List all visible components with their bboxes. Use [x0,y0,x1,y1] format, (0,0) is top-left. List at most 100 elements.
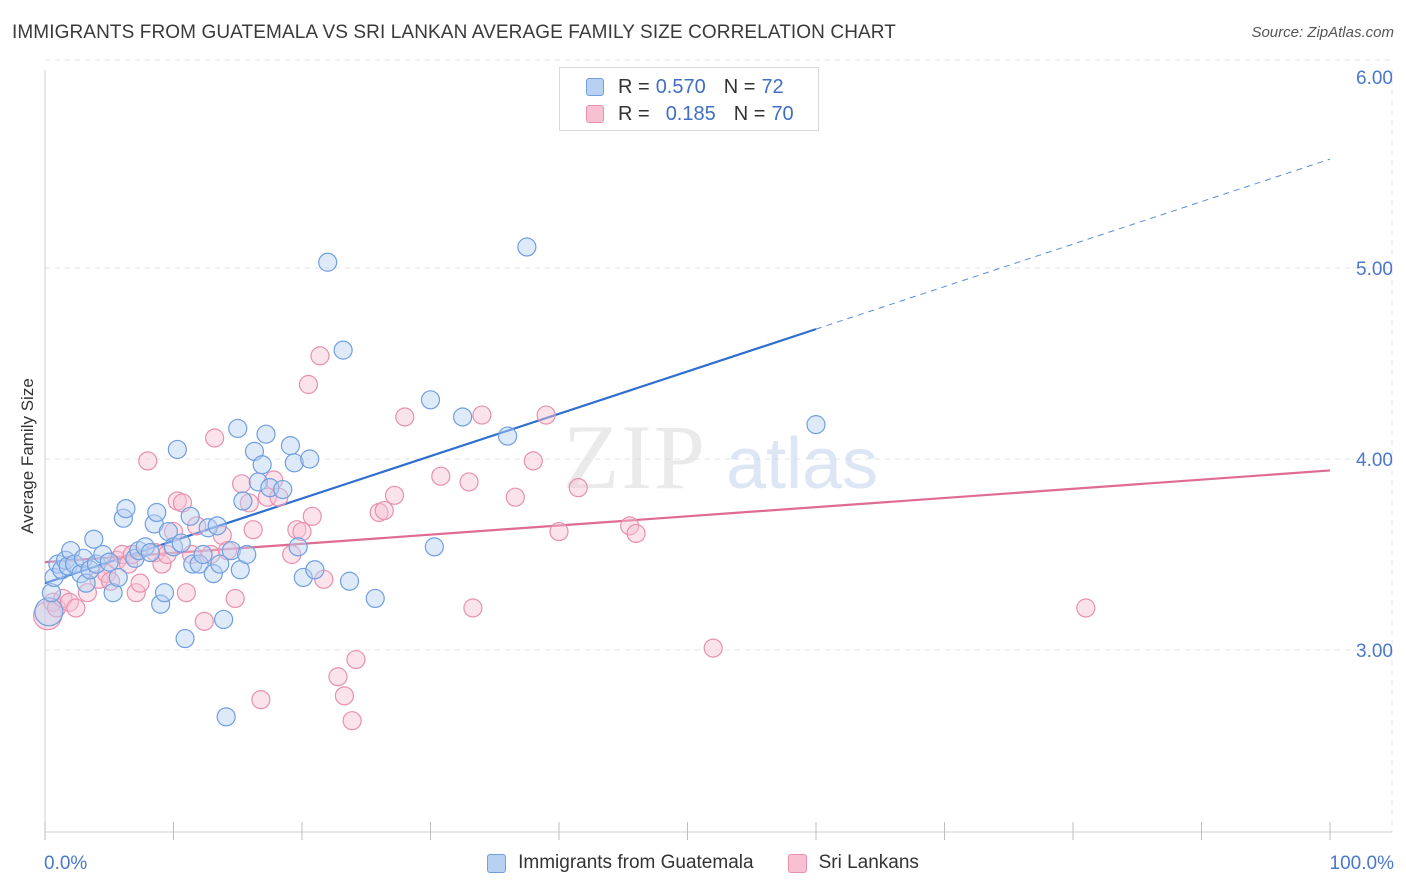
data-point-sri-lankans [620,516,640,536]
data-point-sri-lankans [463,598,483,618]
data-point-sri-lankans [194,611,214,631]
data-point-sri-lankans [431,466,451,486]
data-point-guatemala [318,252,338,272]
legend-n-value: 72 [761,75,784,98]
data-point-guatemala [300,449,320,469]
data-point-sri-lankans [163,521,184,542]
data-point-sri-lankans [523,451,543,471]
data-point-guatemala [284,453,304,473]
points-guatemala [34,237,826,727]
data-point-guatemala [175,628,195,649]
chart-title: IMMIGRANTS FROM GUATEMALA VS SRI LANKAN … [12,22,896,43]
y-tick-labels: 3.00 4.00 5.00 6.00 [1356,68,1393,662]
data-point-guatemala [203,563,223,584]
x-tick-label: 0.0% [44,853,87,874]
data-point-guatemala [180,506,200,526]
data-point-guatemala [151,594,171,614]
legend-item-sri-lankans: Sri Lankans [787,852,919,874]
data-point-guatemala [154,583,175,603]
trendline-guatemala [44,158,1331,585]
legend-label-guatemala: Immigrants from Guatemala [518,852,754,873]
data-point-sri-lankans [626,523,646,544]
legend-label-sri-lankans: Sri Lankans [818,852,919,873]
data-point-guatemala [216,707,236,727]
data-point-sri-lankans [472,405,492,425]
data-point-guatemala [221,541,241,561]
legend-item-guatemala: Immigrants from Guatemala [487,852,754,874]
data-point-sri-lankans [77,583,98,603]
data-point-sri-lankans [536,405,556,425]
data-point-guatemala [108,567,128,588]
data-point-guatemala [333,340,353,360]
legend-swatch-blue [487,853,507,873]
data-point-sri-lankans [243,520,263,540]
data-point-sri-lankans [130,573,150,593]
legend-r-value: 0.570 [655,75,706,98]
data-point-guatemala [183,554,203,574]
data-point-sri-lankans [328,667,348,687]
data-point-sri-lankans [302,506,322,526]
data-point-guatemala [158,521,178,542]
legend-swatch-pink [787,853,807,873]
data-point-guatemala [305,560,325,580]
data-point-sri-lankans [703,638,723,658]
y-tick-label: 3.00 [1356,641,1393,662]
data-point-guatemala [116,499,136,519]
data-point-guatemala [252,455,272,475]
data-point-guatemala [365,588,385,609]
legend-swatch-pink [586,105,604,123]
series-legend: Immigrants from Guatemala Sri Lankans [0,852,1406,874]
data-point-guatemala [135,537,155,557]
data-point-guatemala [103,583,123,603]
source-label: Source: ZipAtlas.com [1251,24,1394,41]
legend-row-sri-lankans: R = 0.185 N = 70 [586,101,794,127]
data-point-guatemala [167,439,187,460]
data-point-guatemala [280,436,301,456]
data-point-guatemala [193,544,213,565]
y-tick-label: 6.00 [1356,68,1393,89]
stats-legend: R = 0.570 N = 72 R = 0.185 N = 70 [559,67,819,131]
data-point-guatemala [189,554,209,574]
y-axis-label: Average Family Size [18,378,37,534]
data-point-sri-lankans [205,428,225,448]
data-point-sri-lankans [310,346,330,366]
data-point-sri-lankans [346,649,366,670]
watermark-atlas: atlas [726,424,878,504]
data-point-guatemala [517,237,537,257]
data-point-sri-lankans [459,472,479,492]
data-point-sri-lankans [334,686,355,706]
watermark: ZIP atlas [563,406,878,508]
points-sri-lankans [32,346,1096,731]
data-point-guatemala [147,502,167,523]
data-point-guatemala [84,529,104,549]
data-point-guatemala [806,415,826,435]
y-tick-label: 5.00 [1356,259,1393,280]
trendline-dashed [815,158,1331,330]
data-point-guatemala [171,533,191,553]
data-point-sri-lankans [298,374,319,395]
data-point-sri-lankans [176,583,196,603]
data-point-sri-lankans [251,690,271,710]
data-point-sri-lankans [157,544,177,565]
legend-swatch-blue [586,78,604,96]
x-tick-labels: 0.0% 100.0% [44,853,1394,874]
data-point-sri-lankans [395,407,415,427]
data-point-guatemala [210,554,230,574]
data-point-guatemala [41,583,62,603]
legend-r-label: R = [618,75,650,98]
data-point-sri-lankans [549,521,569,542]
data-point-sri-lankans [384,485,405,505]
data-point-guatemala [228,418,248,439]
data-point-sri-lankans [342,711,362,731]
x-tick-label: 100.0% [1330,853,1395,874]
trendline-solid [44,469,1331,564]
data-point-guatemala [233,491,253,511]
data-point-guatemala [424,537,444,557]
data-point-guatemala [140,542,160,563]
data-point-guatemala [256,424,276,444]
data-point-guatemala [288,537,308,557]
legend-r-value: 0.185 [665,102,716,125]
data-point-guatemala [420,390,441,410]
data-point-sri-lankans [152,554,172,574]
data-point-guatemala [34,597,64,627]
